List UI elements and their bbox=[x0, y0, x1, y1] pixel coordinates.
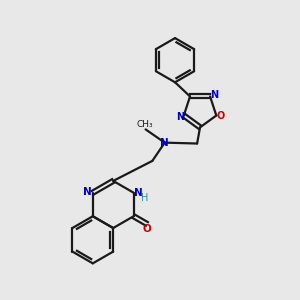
Text: N: N bbox=[134, 188, 143, 198]
Text: N: N bbox=[160, 138, 169, 148]
Text: N: N bbox=[176, 112, 184, 122]
Text: CH₃: CH₃ bbox=[137, 120, 154, 129]
Text: H: H bbox=[141, 193, 148, 203]
Text: N: N bbox=[83, 187, 92, 196]
Text: N: N bbox=[210, 90, 218, 100]
Text: O: O bbox=[217, 110, 225, 121]
Text: O: O bbox=[142, 224, 151, 234]
